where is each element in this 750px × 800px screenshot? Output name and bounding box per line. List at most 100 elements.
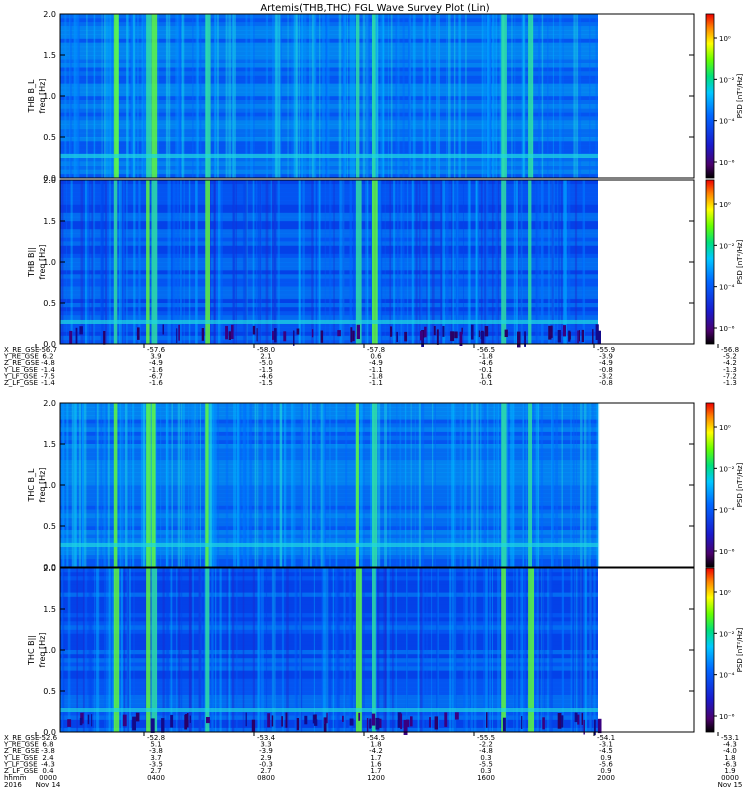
heatmap-freq-band xyxy=(60,666,598,671)
heatmap-low-power-patch xyxy=(517,331,521,348)
heatmap-time-streak xyxy=(517,180,519,344)
heatmap-time-streak xyxy=(170,568,173,732)
heatmap-time-streak xyxy=(522,403,524,567)
heatmap-low-power-patch xyxy=(369,719,371,729)
heatmap-freq-band xyxy=(60,282,598,287)
heatmap-time-streak xyxy=(242,180,246,344)
heatmap-time-streak xyxy=(286,568,289,732)
heatmap-low-power-patch xyxy=(400,713,403,730)
heatmap-freq-band xyxy=(60,513,598,519)
heatmap-broadband-burst xyxy=(146,568,151,732)
panel-ylabel-quantity: THC B|| xyxy=(27,635,36,666)
heatmap-freq-band xyxy=(60,464,598,469)
heatmap-freq-band xyxy=(60,727,598,733)
heatmap-time-streak xyxy=(225,14,228,178)
heatmap-time-streak xyxy=(427,180,431,344)
ephemeris-value: -1.5 xyxy=(259,379,273,387)
heatmap-time-streak xyxy=(204,568,206,732)
heatmap-broadband-burst xyxy=(355,180,362,344)
heatmap-time-streak xyxy=(395,14,397,178)
heatmap-low-power-patch xyxy=(245,712,247,727)
heatmap-time-streak xyxy=(455,180,458,344)
heatmap-time-streak xyxy=(112,14,114,178)
heatmap-low-power-patch xyxy=(252,325,256,335)
ephemeris-row-label: Y_LF_GSE xyxy=(3,372,38,380)
heatmap-time-streak xyxy=(538,568,540,732)
heatmap-freq-band xyxy=(60,298,598,304)
heatmap-low-power-patch xyxy=(568,331,571,340)
heatmap-time-streak xyxy=(522,403,525,567)
heatmap-low-power-patch xyxy=(326,712,328,724)
heatmap-time-streak xyxy=(314,180,316,344)
heatmap-freq-band xyxy=(60,307,598,312)
heatmap-time-streak xyxy=(245,14,248,178)
ephemeris-value: -7.2 xyxy=(723,372,737,380)
heatmap-freq-band xyxy=(60,233,598,238)
heatmap-time-streak xyxy=(393,180,396,344)
heatmap-time-streak xyxy=(512,403,515,567)
heatmap-freq-band xyxy=(60,75,598,80)
heatmap-time-streak xyxy=(440,180,443,344)
ephemeris-value: 2.9 xyxy=(260,754,271,762)
heatmap-time-streak xyxy=(489,568,491,732)
heatmap-low-power-patch xyxy=(178,324,180,341)
heatmap-time-streak xyxy=(384,180,386,344)
heatmap-time-streak xyxy=(202,568,206,732)
heatmap-time-streak xyxy=(104,14,106,178)
heatmap-time-streak xyxy=(555,403,558,567)
ephemeris-value: -54.5 xyxy=(367,734,385,742)
heatmap-time-streak xyxy=(299,568,302,732)
heatmap-freq-band xyxy=(60,87,598,93)
heatmap-freq-band xyxy=(60,633,598,638)
colorbar-tick-label: 10⁻² xyxy=(719,242,735,250)
ephemeris-value: -0.8 xyxy=(599,379,613,387)
ephemeris-row-label: Z_LF_GSE xyxy=(4,379,38,387)
heatmap-time-streak xyxy=(165,14,169,178)
ephemeris-value: 0.6 xyxy=(370,353,382,361)
heatmap-freq-band xyxy=(60,149,598,154)
heatmap-broadband-burst xyxy=(113,180,118,344)
ephemeris-block: X_RE_GSE -56.7 -57.6 -58.0 -57.8 -56.5 -55.9 -5… xyxy=(3,344,739,387)
heatmap-low-power-patch xyxy=(87,714,90,725)
heatmap-time-streak xyxy=(132,403,135,567)
heatmap-time-streak xyxy=(254,403,257,567)
heatmap-low-power-patch xyxy=(450,331,455,342)
heatmap-freq-band xyxy=(60,192,598,197)
heatmap-time-streak xyxy=(329,403,331,567)
colorbar-label: PSD [nT²/Hz] xyxy=(736,627,744,672)
heatmap-time-streak xyxy=(487,403,489,567)
heatmap-time-streak xyxy=(470,403,474,567)
heatmap-low-power-patch xyxy=(390,326,393,337)
heatmap-time-streak xyxy=(256,180,258,344)
y-tick-label: 0.0 xyxy=(43,340,56,349)
heatmap-low-power-patch xyxy=(271,715,274,727)
heatmap-time-streak xyxy=(487,14,489,178)
heatmap-time-streak xyxy=(428,14,432,178)
heatmap-time-streak xyxy=(133,180,136,344)
heatmap-time-streak xyxy=(258,568,262,732)
heatmap-time-streak xyxy=(488,14,491,178)
y-tick-label: 0.0 xyxy=(43,728,56,737)
heatmap-time-streak xyxy=(423,14,426,178)
heatmap-time-streak xyxy=(160,403,162,567)
heatmap-time-streak xyxy=(383,568,386,732)
heatmap-time-streak xyxy=(257,403,259,567)
heatmap-time-streak xyxy=(211,403,212,567)
heatmap-low-power-patch xyxy=(176,328,178,343)
heatmap-time-streak xyxy=(233,180,236,344)
heatmap-time-streak xyxy=(167,180,170,344)
heatmap-time-streak xyxy=(317,180,321,344)
heatmap-low-power-patch xyxy=(420,331,424,341)
ephemeris-value: 6.2 xyxy=(42,353,53,361)
ephemeris-value: -4.3 xyxy=(41,760,55,768)
colorbar xyxy=(705,402,715,568)
heatmap-freq-band xyxy=(60,100,598,105)
heatmap-low-power-patch xyxy=(251,719,256,732)
heatmap-time-streak xyxy=(195,14,199,178)
heatmap-freq-band xyxy=(60,584,598,589)
heatmap-time-streak xyxy=(143,403,146,567)
heatmap-time-streak xyxy=(567,180,571,344)
heatmap-low-power-patch xyxy=(366,718,369,732)
heatmap-time-streak xyxy=(376,568,380,732)
heatmap-freq-band xyxy=(60,670,598,675)
